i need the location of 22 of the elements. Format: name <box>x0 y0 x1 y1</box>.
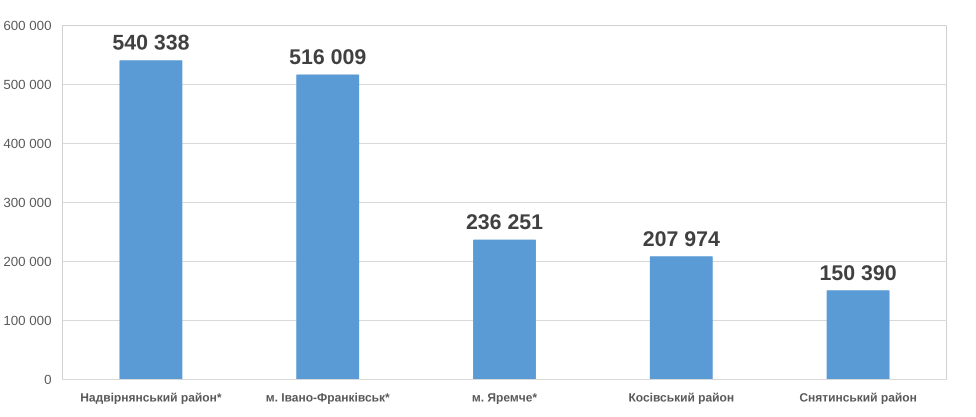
bar <box>119 60 182 380</box>
y-tick-label: 400 000 <box>3 136 52 151</box>
y-tick-label: 500 000 <box>3 77 52 92</box>
data-label: 207 974 <box>642 226 720 251</box>
y-tick-label: 0 <box>44 372 52 387</box>
x-tick-label: м. Івано-Франківськ* <box>266 390 390 404</box>
data-label: 516 009 <box>289 45 366 70</box>
x-tick-label: Снятинський район <box>799 390 917 404</box>
y-tick-label: 200 000 <box>3 254 52 269</box>
x-tick-label: Надвірнянський район* <box>80 390 222 404</box>
data-label: 150 390 <box>820 260 897 285</box>
data-label: 540 338 <box>112 30 190 55</box>
x-tick-label: Косівський район <box>628 390 734 404</box>
bar <box>826 290 890 380</box>
y-tick-label: 600 000 <box>3 18 52 33</box>
bar <box>650 256 713 380</box>
y-tick-label: 100 000 <box>3 313 52 328</box>
bar <box>296 74 360 380</box>
y-tick-label: 300 000 <box>3 195 52 210</box>
x-tick-label: м. Яремче* <box>472 390 538 404</box>
data-label: 236 251 <box>466 210 544 234</box>
bar <box>473 240 536 380</box>
